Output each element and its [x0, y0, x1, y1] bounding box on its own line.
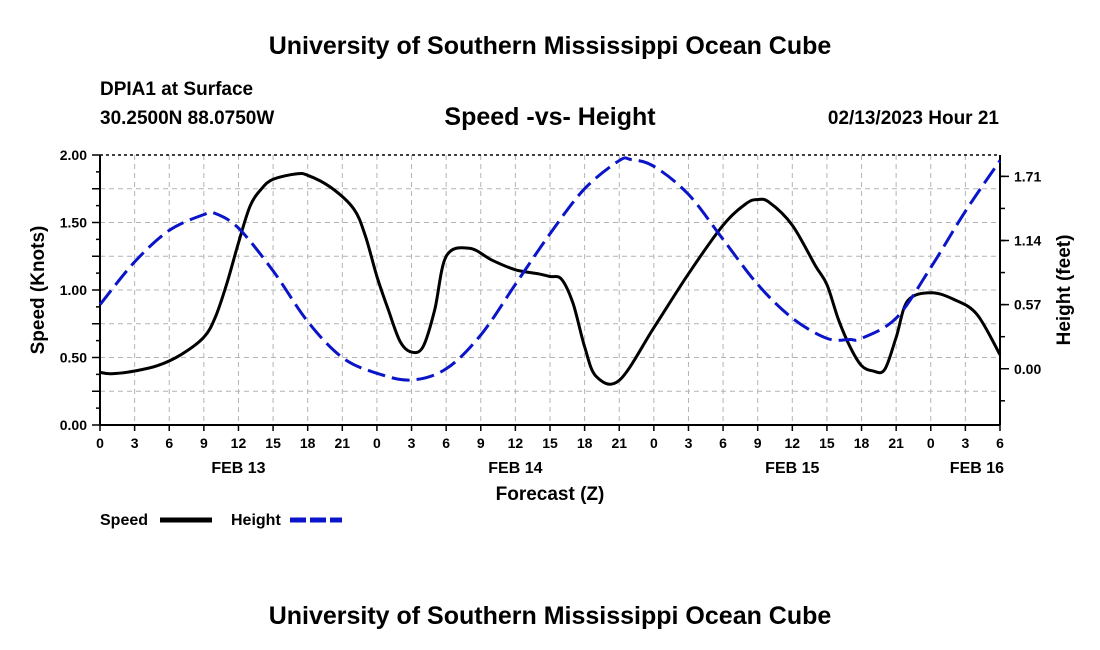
- y-right-tick-label: 0.57: [1014, 297, 1041, 313]
- y-left-tick-label: 0.00: [60, 417, 87, 433]
- x-tick-label: 12: [785, 435, 801, 451]
- x-tick-label: 21: [888, 435, 904, 451]
- y-left-tick-label: 1.00: [60, 282, 87, 298]
- date-label: FEB 15: [765, 460, 819, 477]
- x-tick-label: 0: [927, 435, 935, 451]
- x-tick-label: 21: [335, 435, 351, 451]
- x-tick-label: 9: [477, 435, 485, 451]
- x-tick-label: 18: [300, 435, 316, 451]
- x-tick-label: 0: [650, 435, 658, 451]
- date-label: FEB 16: [950, 460, 1004, 477]
- series-line-height: [98, 156, 1002, 382]
- x-tick-label: 3: [131, 435, 139, 451]
- x-tick-label: 0: [373, 435, 381, 451]
- x-tick-label: 3: [408, 435, 416, 451]
- x-tick-label: 15: [819, 435, 835, 451]
- x-tick-label: 6: [442, 435, 450, 451]
- y-axis-left-title: Speed (Knots): [28, 226, 49, 355]
- grid: [99, 155, 1001, 425]
- x-tick-label: 21: [611, 435, 627, 451]
- date-label: FEB 14: [488, 460, 542, 477]
- coordinates-label: 30.2500N 88.0750W: [100, 108, 274, 129]
- tick-labels: 0 3 6 9 12 15 18 21 0 3 6 9 12 15 18 21 0 3 6 9 12 15 18 21 0 3 6 F…: [60, 147, 1042, 477]
- y-left-tick-label: 2.00: [60, 147, 87, 163]
- x-tick-label: 15: [265, 435, 281, 451]
- legend-height-label: Height: [231, 512, 281, 529]
- date-label: FEB 13: [211, 460, 265, 477]
- y-axis-right-title: Height (feet): [1054, 235, 1075, 346]
- y-right-tick-label: 1.14: [1014, 233, 1041, 249]
- x-tick-label: 18: [854, 435, 870, 451]
- chart-title: Speed -vs- Height: [444, 103, 656, 131]
- y-right-tick-label: 1.71: [1014, 168, 1041, 184]
- y-left-tick-label: 0.50: [60, 350, 87, 366]
- x-tick-label: 3: [685, 435, 693, 451]
- station-label: DPIA1 at Surface: [100, 79, 253, 100]
- x-tick-label: 15: [542, 435, 558, 451]
- x-tick-label: 12: [231, 435, 247, 451]
- x-axis-title: Forecast (Z): [496, 484, 605, 505]
- legend-speed-label: Speed: [100, 512, 148, 529]
- x-tick-label: 9: [754, 435, 762, 451]
- axes: [92, 154, 1009, 431]
- series-line-speed: [99, 171, 1002, 386]
- x-tick-label: 6: [996, 435, 1004, 451]
- x-tick-label: 12: [508, 435, 524, 451]
- x-tick-label: 6: [165, 435, 173, 451]
- datetime-label: 02/13/2023 Hour 21: [828, 108, 1000, 129]
- y-right-tick-label: 0.00: [1014, 361, 1041, 377]
- x-tick-label: 9: [200, 435, 208, 451]
- x-tick-label: 6: [719, 435, 727, 451]
- y-left-tick-label: 1.50: [60, 215, 87, 231]
- x-tick-label: 3: [961, 435, 969, 451]
- x-tick-label: 0: [96, 435, 104, 451]
- x-tick-label: 18: [577, 435, 593, 451]
- footer-title: University of Southern Mississippi Ocean…: [269, 602, 832, 630]
- page-title: University of Southern Mississippi Ocean…: [269, 32, 832, 60]
- series: [98, 156, 1002, 386]
- legend: Speed Height: [100, 512, 342, 529]
